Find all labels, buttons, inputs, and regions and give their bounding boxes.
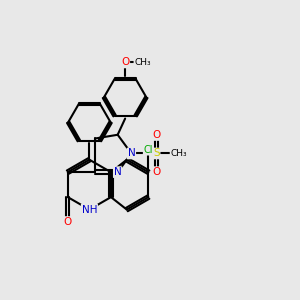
Text: O: O (152, 130, 160, 140)
Text: NH: NH (82, 205, 97, 214)
Text: O: O (152, 167, 160, 177)
Text: Cl: Cl (144, 145, 153, 155)
Text: O: O (152, 130, 160, 140)
Text: O: O (121, 57, 129, 68)
Text: CH₃: CH₃ (134, 58, 151, 67)
Text: N: N (114, 167, 122, 177)
Text: O: O (64, 217, 72, 227)
Text: CH₃: CH₃ (170, 149, 187, 158)
Text: S: S (153, 148, 160, 158)
Text: N: N (128, 148, 135, 158)
